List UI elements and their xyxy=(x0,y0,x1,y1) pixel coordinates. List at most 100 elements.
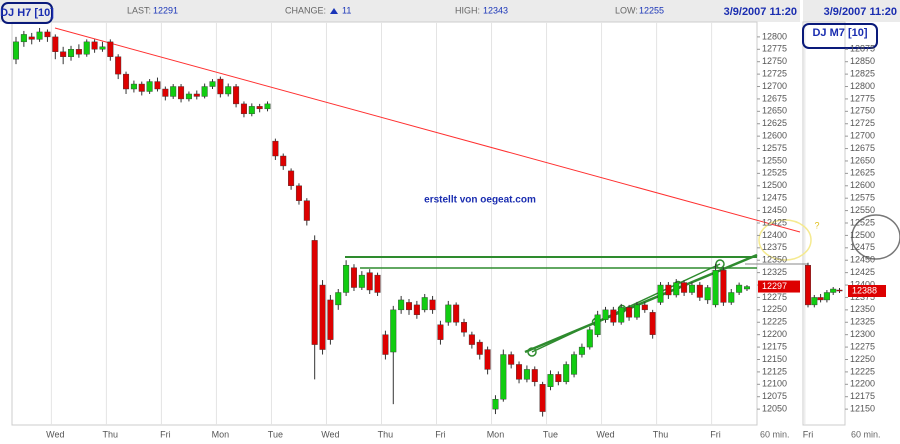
candle-body xyxy=(311,240,318,345)
y-tick-label: 12500 xyxy=(850,230,875,240)
candle-body xyxy=(115,56,122,75)
candle-body xyxy=(610,309,617,323)
title-box xyxy=(1,2,53,24)
candle-body xyxy=(60,51,67,57)
y-tick-label: 12400 xyxy=(850,279,875,289)
candle-body xyxy=(830,288,837,293)
candle-body xyxy=(295,185,302,201)
y-tick-label: 12675 xyxy=(762,93,787,103)
candle-body xyxy=(508,354,515,365)
stat-label: LOW: xyxy=(615,5,638,15)
candle-body xyxy=(704,287,711,301)
y-tick-label: 12725 xyxy=(850,118,875,128)
candle-body xyxy=(743,286,750,290)
candle-body xyxy=(225,86,232,95)
candle-body xyxy=(193,93,200,97)
x-tick-label: Wed xyxy=(596,429,614,439)
candle-body xyxy=(272,140,279,157)
y-tick-label: 12650 xyxy=(762,106,787,116)
y-tick-label: 12650 xyxy=(850,155,875,165)
candle-body xyxy=(633,304,640,318)
candle-body xyxy=(641,304,648,311)
y-tick-label: 12200 xyxy=(762,329,787,339)
x-tick-label: Wed xyxy=(46,429,64,439)
y-tick-label: 12325 xyxy=(762,267,787,277)
candle-body xyxy=(209,81,216,87)
candle-body xyxy=(185,93,192,100)
y-tick-label: 12875 xyxy=(850,44,875,54)
y-tick-label: 12325 xyxy=(850,317,875,327)
candle-body xyxy=(123,73,130,90)
interval-label: 60 min. xyxy=(760,429,790,439)
last-price-tag xyxy=(848,284,886,297)
up-arrow xyxy=(330,8,338,14)
candle-body xyxy=(366,272,373,291)
candle-body xyxy=(350,267,357,288)
candle-body xyxy=(154,81,161,90)
candle-body xyxy=(374,274,381,293)
candle-body xyxy=(303,200,310,221)
candle-body xyxy=(398,299,405,311)
candle-body xyxy=(107,41,114,57)
candle-body xyxy=(594,314,601,335)
candle-body xyxy=(728,292,735,303)
x-tick-label: Fri xyxy=(160,429,171,439)
y-tick-label: 12700 xyxy=(850,131,875,141)
y-tick-label: 12775 xyxy=(850,93,875,103)
chart-title: DJ H7 [10] xyxy=(0,7,54,19)
candle-body xyxy=(68,49,75,57)
stat-label: HIGH: xyxy=(455,5,480,15)
candle-body xyxy=(36,31,43,40)
y-tick-label: 12275 xyxy=(762,292,787,302)
title-box xyxy=(802,23,878,49)
x-tick-label: Tue xyxy=(268,429,283,439)
y-tick-label: 12150 xyxy=(850,403,875,413)
y-tick-label: 12525 xyxy=(762,168,787,178)
candle-body xyxy=(720,269,727,303)
candle-body xyxy=(618,307,625,323)
y-tick-label: 12550 xyxy=(850,205,875,215)
x-tick-label: Thu xyxy=(653,429,669,439)
candle-body xyxy=(445,304,452,323)
last-price-tag xyxy=(758,280,800,293)
stat-value: 12291 xyxy=(153,5,178,15)
stat-label: LAST: xyxy=(127,5,151,15)
candle-body xyxy=(586,329,593,348)
y-tick-label: 12375 xyxy=(762,242,787,252)
candle-body xyxy=(649,312,656,335)
candle-body xyxy=(429,299,436,311)
candle-body xyxy=(413,304,420,316)
y-tick-label: 12425 xyxy=(850,267,875,277)
x-tick-label: Fri xyxy=(710,429,721,439)
y-tick-label: 12675 xyxy=(850,143,875,153)
candle-body xyxy=(319,284,326,350)
y-tick-label: 12075 xyxy=(762,391,787,401)
y-tick-label: 12250 xyxy=(762,304,787,314)
candle-body xyxy=(547,374,554,387)
candle-body xyxy=(681,282,688,293)
interval-label: 60 min. xyxy=(851,429,881,439)
candle-body xyxy=(335,292,342,306)
y-tick-label: 12400 xyxy=(762,230,787,240)
y-tick-label: 12750 xyxy=(762,56,787,66)
candle-body xyxy=(170,86,177,97)
y-tick-label: 12125 xyxy=(762,366,787,376)
x-tick-label: Fri xyxy=(803,429,814,439)
candle-body xyxy=(99,46,106,50)
candle-body xyxy=(453,304,460,323)
y-tick-label: 12825 xyxy=(850,68,875,78)
candle-body xyxy=(688,284,695,293)
y-tick-label: 12350 xyxy=(850,304,875,314)
candle-body xyxy=(437,324,444,340)
candle-body xyxy=(343,264,350,293)
x-tick-label: Mon xyxy=(487,429,505,439)
y-tick-label: 12725 xyxy=(762,68,787,78)
y-tick-label: 12750 xyxy=(850,106,875,116)
y-tick-label: 12575 xyxy=(850,193,875,203)
candle-body xyxy=(28,36,35,40)
candle-body xyxy=(805,264,812,306)
candle-body xyxy=(327,299,334,340)
candle-body xyxy=(531,369,538,383)
